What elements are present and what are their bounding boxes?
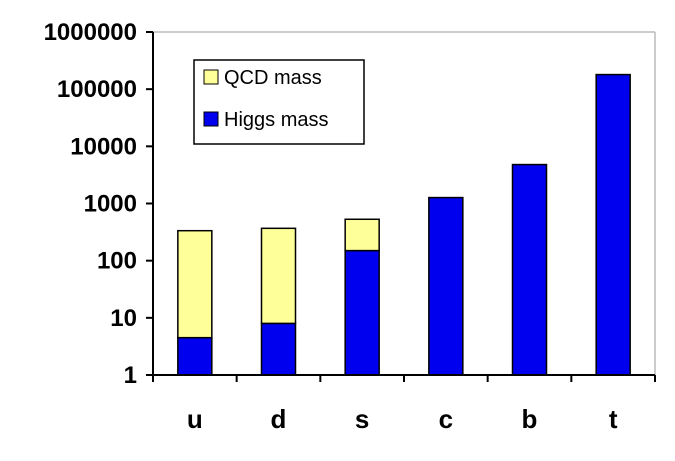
legend: QCD mass Higgs mass [193,59,365,145]
bar-b-higgs-mass [511,163,548,376]
y-tick-label: 10 [110,305,137,332]
legend-box [193,59,365,145]
y-tick-label: 10000 [70,133,137,160]
bar-s-qcd-mass [344,218,380,252]
bar-d-qcd-mass [260,227,297,325]
y-tick-label: 1000 [84,191,137,218]
x-category-label: t [609,404,618,434]
y-tick-label: 100 [97,248,137,275]
legend-swatch-higgs [203,111,219,127]
legend-label-higgs: Higgs mass [224,109,328,131]
x-category-label: b [522,404,538,434]
y-tick-label: 1000000 [44,19,137,46]
legend-swatch-qcd [203,69,219,85]
y-tick-label: 100000 [57,76,137,103]
plot-area [153,31,656,375]
bar-s-higgs-mass [344,249,380,376]
bar-u-higgs-mass [177,336,213,376]
bar-c-higgs-mass [428,196,464,376]
bar-t-higgs-mass [595,73,631,376]
x-category-label: s [355,404,369,434]
bar-u-qcd-mass [177,229,213,339]
legend-label-qcd: QCD mass [224,67,322,89]
y-axis: 1 10 100 1000 10000 100000 1000000 [44,19,154,389]
y-tick-label: 1 [124,362,137,389]
x-category-label: u [187,404,203,434]
bar-d-higgs-mass [260,322,297,376]
x-category-label: d [271,404,287,434]
x-category-label: c [439,404,453,434]
